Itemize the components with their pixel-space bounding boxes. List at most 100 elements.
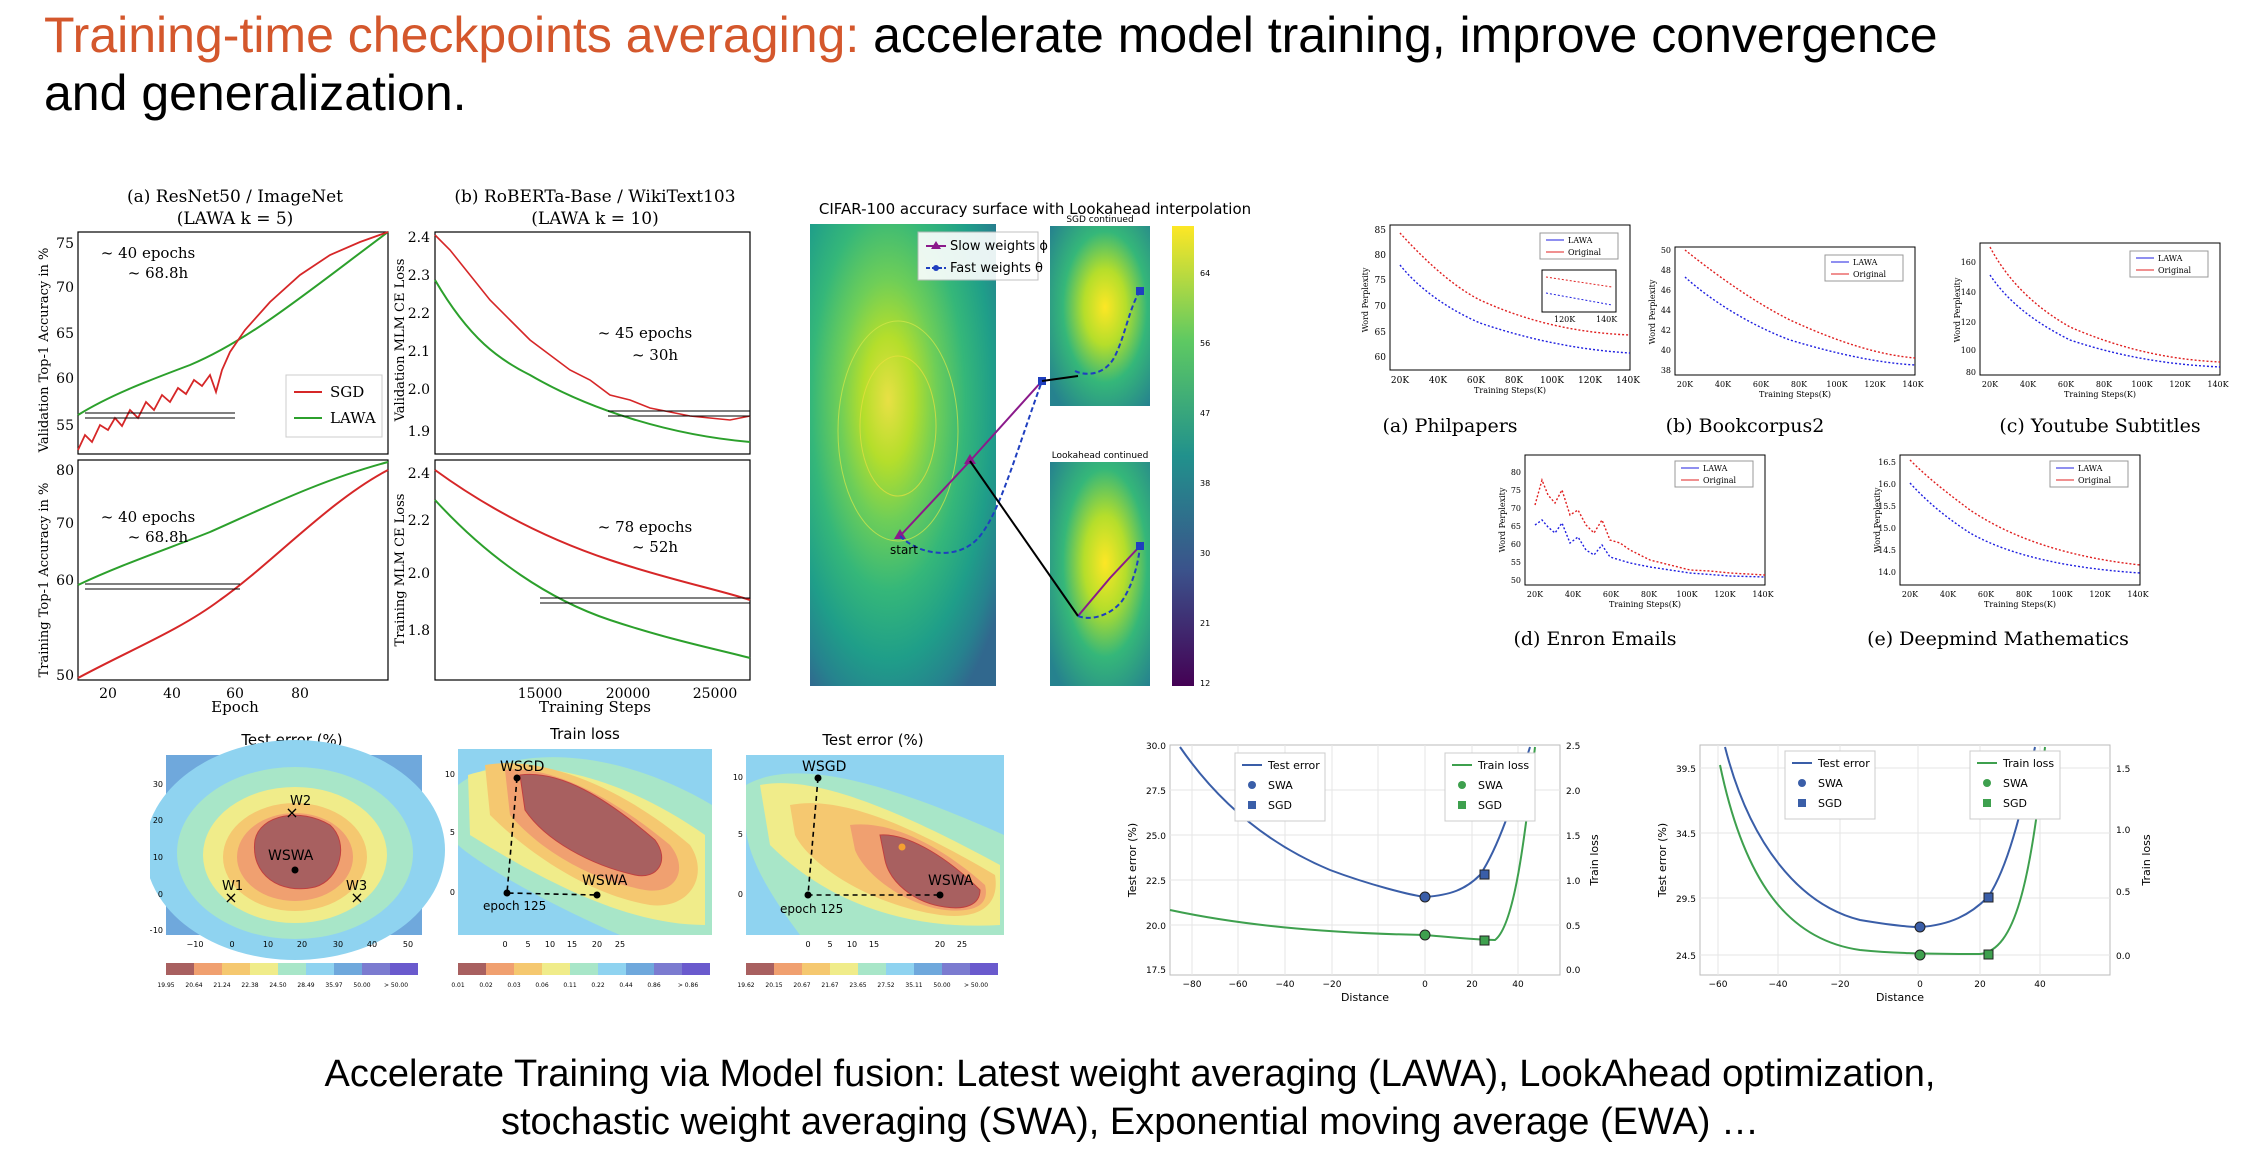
svg-text:140: 140 [1961, 288, 1976, 297]
svg-text:W1: W1 [222, 879, 243, 894]
svg-text:30: 30 [1200, 549, 1210, 558]
svg-text:25: 25 [615, 940, 625, 949]
svg-text:SWA: SWA [1268, 779, 1293, 792]
svg-text:40: 40 [367, 940, 377, 949]
swa-colorbar-3: 19.62 20.15 20.67 21.67 23.65 27.52 35.11 50.00… [737, 963, 998, 989]
svg-text:0.03: 0.03 [507, 982, 521, 989]
svg-text:20K: 20K [1391, 376, 1409, 386]
lawa-train-acc-lawa-line [77, 461, 389, 586]
svg-text:140K: 140K [1616, 376, 1640, 386]
svg-text:Training Steps(K): Training Steps(K) [1474, 386, 1546, 395]
svg-text:LAWA: LAWA [2158, 254, 2183, 263]
svg-text:160: 160 [1961, 258, 1976, 267]
lawa-ylabel-train-acc: Training Top-1 Accuracy in % [37, 483, 52, 678]
svg-text:21.67: 21.67 [821, 982, 838, 989]
svg-text:0: 0 [502, 940, 507, 949]
svg-text:19.95: 19.95 [157, 982, 174, 989]
svg-text:34.5: 34.5 [1676, 830, 1696, 840]
lawa-panel-a-title: (a) ResNet50 / ImageNet [127, 187, 343, 207]
svg-text:50.00: 50.00 [933, 982, 950, 989]
svg-text:35.97: 35.97 [325, 982, 342, 989]
svg-text:20: 20 [99, 686, 117, 702]
perplexity-panel-c: LAWA Original 160 140 120 100 80 20K 40K 60K 80… [1953, 242, 2230, 437]
lawa-ann-a2-2: ~ 68.8h [128, 528, 189, 546]
svg-text:0: 0 [805, 940, 810, 949]
svg-text:×: × [224, 888, 237, 907]
lookahead-inset2-title: Lookahead continued [1052, 451, 1149, 461]
svg-text:−10: −10 [187, 940, 204, 949]
svg-text:27.5: 27.5 [1146, 787, 1166, 797]
distance-figure: Test error SWA SGD Train loss SWA SGD 30… [1126, 742, 2153, 1004]
svg-text:40K: 40K [1940, 590, 1957, 599]
svg-text:140K: 140K [1596, 315, 1618, 324]
svg-text:56: 56 [1200, 339, 1210, 348]
lawa-panel-b-title: (b) RoBERTa-Base / WikiText103 [454, 187, 735, 207]
svg-text:140K: 140K [2207, 380, 2229, 389]
lawa-ylabel-train-loss: Training MLM CE Loss [393, 494, 408, 647]
svg-text:40K: 40K [2020, 380, 2037, 389]
svg-text:0: 0 [450, 888, 455, 897]
svg-text:75: 75 [56, 236, 74, 252]
svg-text:24.5: 24.5 [1676, 952, 1696, 962]
svg-text:1.9: 1.9 [408, 424, 430, 440]
svg-text:Word Perplexity: Word Perplexity [1953, 277, 1962, 342]
svg-text:47: 47 [1200, 409, 1210, 418]
svg-text:16.5: 16.5 [1878, 458, 1896, 467]
svg-text:20K: 20K [1527, 590, 1544, 599]
svg-text:Train loss: Train loss [549, 725, 620, 743]
svg-text:15: 15 [567, 940, 577, 949]
svg-text:19.62: 19.62 [737, 982, 754, 989]
svg-text:LAWA: LAWA [1853, 258, 1878, 267]
svg-text:−60: −60 [1709, 980, 1728, 990]
svg-text:70: 70 [56, 516, 74, 532]
svg-text:0.0: 0.0 [1566, 966, 1581, 976]
svg-text:38: 38 [1200, 479, 1210, 488]
svg-text:> 50.00: > 50.00 [384, 982, 408, 989]
svg-text:50: 50 [403, 940, 413, 949]
svg-text:120K: 120K [1714, 590, 1736, 599]
svg-text:−80: −80 [1183, 980, 1202, 990]
svg-text:35.11: 35.11 [905, 982, 922, 989]
svg-text:75: 75 [1511, 486, 1521, 495]
svg-text:40: 40 [2034, 980, 2046, 990]
caption-line2: stochastic weight averaging (SWA), Expon… [500, 1101, 1760, 1143]
svg-text:80: 80 [1375, 251, 1387, 261]
title-rest-line2: and generalization. [44, 65, 467, 121]
svg-text:100: 100 [1961, 346, 1976, 355]
svg-text:20000: 20000 [606, 686, 651, 702]
svg-text:0: 0 [229, 940, 234, 949]
lookahead-title: CIFAR-100 accuracy surface with Lookahea… [819, 200, 1251, 218]
svg-text:Training Steps(K): Training Steps(K) [1984, 600, 2056, 609]
svg-text:SGD: SGD [1268, 799, 1292, 812]
svg-text:5: 5 [525, 940, 530, 949]
title-accent: Training-time checkpoints averaging: [44, 7, 860, 63]
svg-text:14.5: 14.5 [1878, 546, 1896, 555]
lawa-train-acc-plot: ~ 40 epochs ~ 68.8h 80 70 60 50 20 40 60 80 Ep… [37, 459, 389, 715]
svg-text:10: 10 [847, 940, 857, 949]
svg-text:20.64: 20.64 [185, 982, 202, 989]
svg-text:60: 60 [56, 371, 74, 387]
svg-text:80: 80 [291, 686, 309, 702]
svg-text:WSWA: WSWA [268, 848, 314, 864]
svg-text:20.15: 20.15 [765, 982, 782, 989]
svg-text:> 50.00: > 50.00 [964, 982, 988, 989]
title-rest-line1: accelerate model training, improve conve… [859, 7, 1938, 63]
svg-text:0.0: 0.0 [2116, 952, 2131, 962]
svg-text:140K: 140K [1902, 380, 1924, 389]
svg-text:2.0: 2.0 [408, 382, 430, 398]
slide-title: Training-time checkpoints averaging: acc… [44, 6, 2244, 122]
perplexity-panel-a: LAWA Original 120K 140K 85 80 75 70 65 60 20K 4… [1361, 224, 1640, 437]
svg-text:25000: 25000 [693, 686, 738, 702]
svg-text:epoch 125: epoch 125 [780, 902, 843, 916]
lawa-ann-b2-1: ~ 78 epochs [598, 518, 692, 536]
svg-text:Distance: Distance [1876, 991, 1924, 1004]
lawa-val-acc-lawa-line [77, 231, 389, 416]
svg-text:1.5: 1.5 [2116, 765, 2130, 775]
svg-text:LAWA: LAWA [1703, 464, 1728, 473]
svg-text:21: 21 [1200, 619, 1210, 628]
svg-text:80K: 80K [2016, 590, 2033, 599]
svg-text:29.5: 29.5 [1676, 895, 1696, 905]
svg-text:5: 5 [450, 828, 455, 837]
svg-text:15000: 15000 [518, 686, 563, 702]
svg-text:60: 60 [1375, 353, 1387, 363]
